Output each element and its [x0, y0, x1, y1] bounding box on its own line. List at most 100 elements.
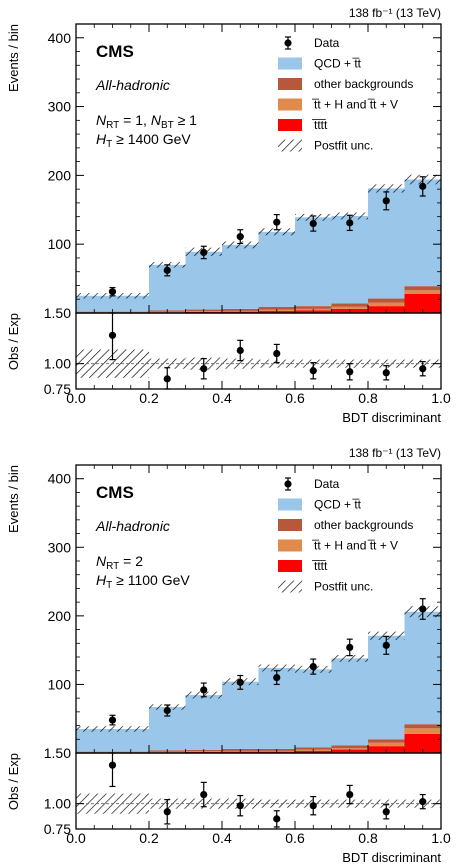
legend-tttt-swatch — [278, 119, 302, 131]
bar-qcd-8 — [404, 611, 441, 725]
y-axis-ticks: 100 200 300 400 1.50 — [44, 464, 441, 761]
bar-qcd-2 — [185, 251, 222, 310]
series-qcd — [76, 179, 441, 312]
ratio-point-0 — [108, 761, 117, 769]
legend-label-other: other backgrounds — [314, 518, 413, 532]
data-point-3 — [236, 678, 244, 686]
legend-ttHV-swatch — [278, 98, 302, 111]
ratio-point-4 — [273, 815, 281, 823]
selection-line-2: HT ≥ 1400 GeV — [96, 131, 191, 150]
unc-band-7 — [368, 631, 405, 640]
legend-label-tttt: t̅tt̅t — [312, 559, 328, 573]
bar-other-6 — [331, 303, 368, 307]
ratio-unc-band-3 — [222, 358, 259, 369]
bar-qcd-2 — [185, 695, 222, 750]
xtick-label-1: 0.2 — [139, 390, 159, 406]
xtick-label-1: 0.2 — [139, 830, 159, 846]
bar-other-7 — [368, 298, 405, 303]
ratio-point-6 — [346, 790, 354, 799]
ratio-point-1 — [163, 808, 171, 816]
legend: Data QCD + t̅t other backgrounds t̅t + H an… — [278, 36, 413, 153]
bar-qcd-3 — [222, 244, 259, 309]
data-point-7 — [382, 641, 390, 649]
bar-other-5 — [295, 306, 332, 309]
data-points — [108, 598, 427, 726]
ymin-label: 1.50 — [44, 305, 71, 321]
ratio-point-0 — [108, 331, 117, 339]
lower-chart: 100 200 300 400 1.50 0.75 1.00 0.0 0.2 0.4 0.6 0.8 1… — [6, 446, 451, 865]
bar-qcd-6 — [331, 658, 368, 746]
ytick-label-3: 400 — [48, 30, 72, 46]
ytick-label-1: 200 — [48, 608, 72, 624]
bar-ttHV-7 — [368, 302, 405, 307]
selection-line-2: HT ≥ 1100 GeV — [96, 572, 190, 591]
ratio-ytick-label-0: 0.75 — [44, 821, 71, 837]
data-point-5 — [309, 219, 317, 228]
lumi-label: 138 fb⁻¹ (13 TeV) — [349, 446, 441, 460]
legend-qcd-swatch — [278, 57, 302, 70]
stacked-bars — [76, 611, 441, 753]
x-axis-label: BDT discriminant — [342, 850, 441, 865]
data-point-8 — [419, 605, 427, 613]
data-point-1 — [163, 706, 171, 715]
ytick-label-0: 100 — [48, 676, 72, 692]
ratio-y-axis-label: Obs / Exp — [6, 753, 21, 810]
bar-qcd-0 — [76, 295, 149, 312]
legend-other-swatch — [278, 519, 302, 531]
bar-tttt-8 — [404, 293, 441, 313]
upper-chart: 100 200 300 400 1.50 0.75 1.00 0.0 0.2 0.4 0.6 0.8 1… — [6, 6, 451, 425]
xtick-label-3: 0.6 — [285, 390, 305, 406]
ratio-point-8 — [419, 365, 427, 373]
legend-label-qcd: QCD + t̅t — [314, 57, 362, 71]
bar-ttHV-6 — [331, 306, 368, 309]
legend-tttt-swatch — [278, 560, 302, 572]
data-point-5 — [309, 663, 317, 671]
bar-other-7 — [368, 739, 405, 743]
bar-other-6 — [331, 745, 368, 749]
legend-other-swatch — [278, 78, 302, 90]
bar-ttHV-7 — [368, 742, 405, 747]
unc-band-3 — [222, 241, 259, 249]
bar-ttHV-6 — [331, 748, 368, 750]
ratio-point-3 — [236, 346, 244, 355]
ratio-point-6 — [346, 368, 354, 376]
data-point-2 — [200, 686, 208, 694]
xtick-label-0: 0.0 — [66, 830, 86, 846]
ytick-label-2: 300 — [48, 539, 72, 555]
xtick-label-2: 0.4 — [212, 390, 232, 406]
ytick-label-0: 100 — [48, 236, 72, 252]
ratio-y-ticks: 0.75 1.00 — [44, 752, 441, 837]
data-point-0 — [108, 288, 117, 296]
xtick-label-0: 0.0 — [66, 390, 86, 406]
data-point-2 — [200, 248, 208, 257]
legend-label-other: other backgrounds — [314, 77, 413, 91]
bar-qcd-5 — [295, 669, 332, 748]
legend-label-ttHV: t̅t + H and t̅t + V — [312, 98, 399, 112]
bar-ttHV-8 — [404, 728, 441, 734]
unc-band-4 — [258, 228, 295, 236]
ratio-ytick-label-1: 1.00 — [44, 356, 71, 372]
ratio-y-ticks: 0.75 1.00 — [44, 312, 441, 397]
ytick-label-1: 200 — [48, 167, 72, 183]
ratio-point-5 — [309, 802, 317, 810]
stacked-bars — [76, 179, 441, 313]
bar-qcd-8 — [404, 179, 441, 287]
series-qcd — [76, 611, 441, 752]
unc-band-0 — [76, 726, 149, 732]
data-points — [108, 176, 427, 297]
cms-label: CMS — [96, 42, 134, 61]
ytick-label-2: 300 — [48, 99, 72, 115]
ratio-point-4 — [273, 349, 281, 358]
x-axis-ticks: 0.0 0.2 0.4 0.6 0.8 1.0 — [66, 465, 451, 846]
bar-ttHV-8 — [404, 290, 441, 294]
selection-line-1: NRT = 1, NBT ≥ 1 — [96, 112, 197, 131]
legend: Data QCD + t̅t other backgrounds t̅t + H an… — [278, 477, 413, 594]
data-point-7 — [382, 197, 390, 205]
selection-line-1: NRT = 2 — [96, 553, 143, 572]
ratio-point-2 — [200, 790, 208, 799]
ratio-panel — [76, 752, 441, 828]
xtick-label-4: 0.8 — [358, 390, 378, 406]
bar-qcd-4 — [258, 231, 295, 307]
channel-label: All-hadronic — [95, 518, 170, 534]
ratio-y-axis-label: Obs / Exp — [6, 313, 21, 370]
